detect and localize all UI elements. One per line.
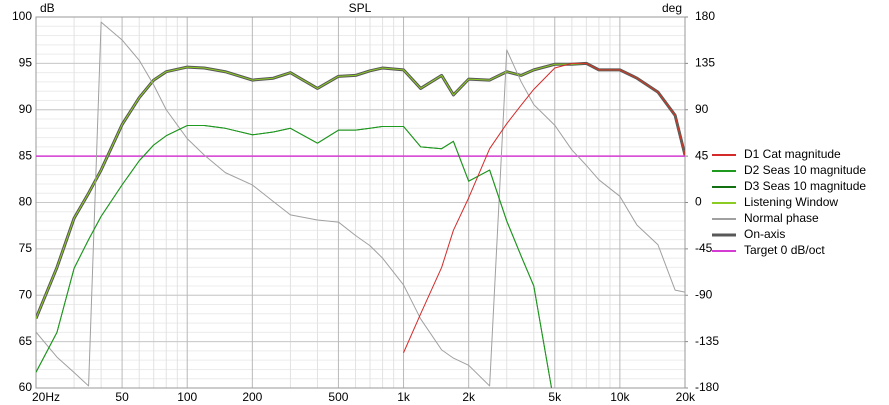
legend-label: D2 Seas 10 magnitude: [744, 163, 866, 177]
y-tick-label: 95: [19, 56, 33, 70]
x-tick-label: 100: [177, 390, 197, 404]
y-tick-label: 75: [19, 241, 33, 255]
y-tick-label: 85: [19, 148, 33, 162]
x-tick-label: 20k: [676, 390, 696, 404]
y-axis-label: dB: [40, 1, 55, 15]
y2-tick-label: 45: [695, 148, 709, 162]
x-tick-label: 5k: [548, 390, 562, 404]
y2-tick-label: -45: [695, 241, 713, 255]
x-tick-label: 200: [242, 390, 262, 404]
legend-label: D1 Cat magnitude: [744, 147, 841, 161]
legend-label: Listening Window: [744, 195, 838, 209]
x-tick-label: 50: [115, 390, 129, 404]
y-tick-label: 70: [19, 287, 33, 301]
y2-tick-label: 0: [695, 195, 702, 209]
legend-label: D3 Seas 10 magnitude: [744, 179, 866, 193]
series-line: [36, 125, 553, 388]
y2-tick-label: 90: [695, 102, 709, 116]
legend-label: Target 0 dB/oct: [744, 243, 825, 257]
x-tick-label: 10k: [610, 390, 630, 404]
y2-tick-label: 180: [695, 9, 715, 23]
y2-tick-label: 135: [695, 56, 715, 70]
x-tick-label: 20Hz: [32, 390, 60, 404]
x-tick-label: 1k: [397, 390, 411, 404]
y-tick-label: 65: [19, 334, 33, 348]
y2-tick-label: -90: [695, 287, 713, 301]
plot-area: [36, 21, 685, 388]
x-tick-label: 2k: [462, 390, 476, 404]
y2-axis-label: deg: [662, 1, 682, 15]
legend-label: Normal phase: [744, 211, 819, 225]
y-tick-label: 60: [19, 380, 33, 394]
x-tick-label: 500: [328, 390, 348, 404]
plot-frame: [35, 16, 686, 389]
y-tick-label: 80: [19, 195, 33, 209]
y-tick-label: 100: [12, 9, 32, 23]
chart-title: SPL: [349, 1, 372, 15]
series-line: [403, 62, 685, 353]
y2-tick-label: -180: [695, 380, 719, 394]
legend-label: On-axis: [744, 227, 785, 241]
y-tick-label: 90: [19, 102, 33, 116]
series-line: [36, 21, 685, 387]
y2-tick-label: -135: [695, 334, 719, 348]
